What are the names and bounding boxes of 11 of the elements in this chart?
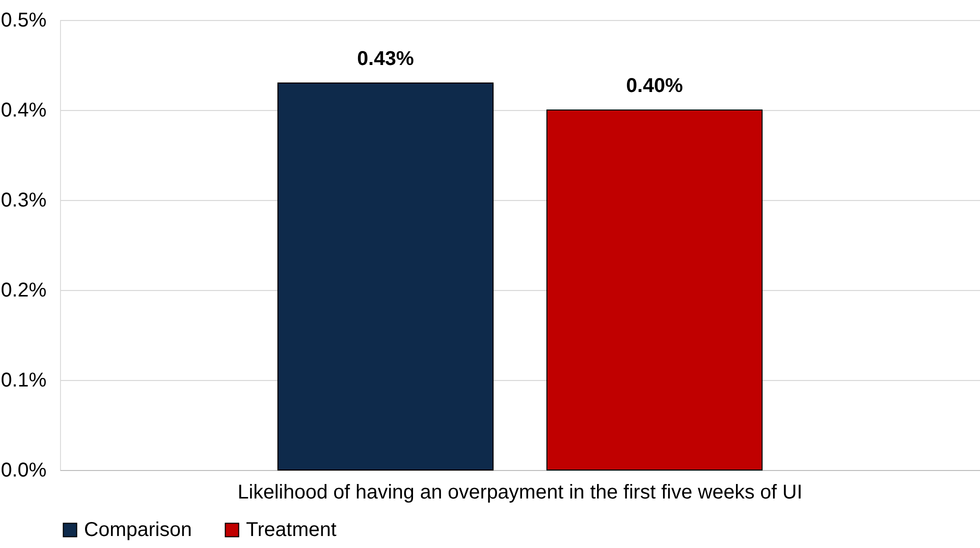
y-tick-label: 0.5%: [0, 10, 47, 32]
legend-label: Treatment: [246, 519, 337, 541]
y-tick-label: 0.1%: [0, 370, 47, 392]
y-tick-label: 0.4%: [0, 100, 47, 122]
legend-label: Comparison: [84, 519, 192, 541]
y-tick-label: 0.3%: [0, 190, 47, 212]
data-label: 0.40%: [626, 75, 684, 97]
data-label: 0.43%: [357, 48, 414, 70]
x-tick-label: Likelihood of having an overpayment in the first five weeks of UI: [238, 482, 802, 504]
y-tick-label: 0.0%: [0, 460, 47, 482]
y-tick-label: 0.2%: [0, 280, 47, 302]
